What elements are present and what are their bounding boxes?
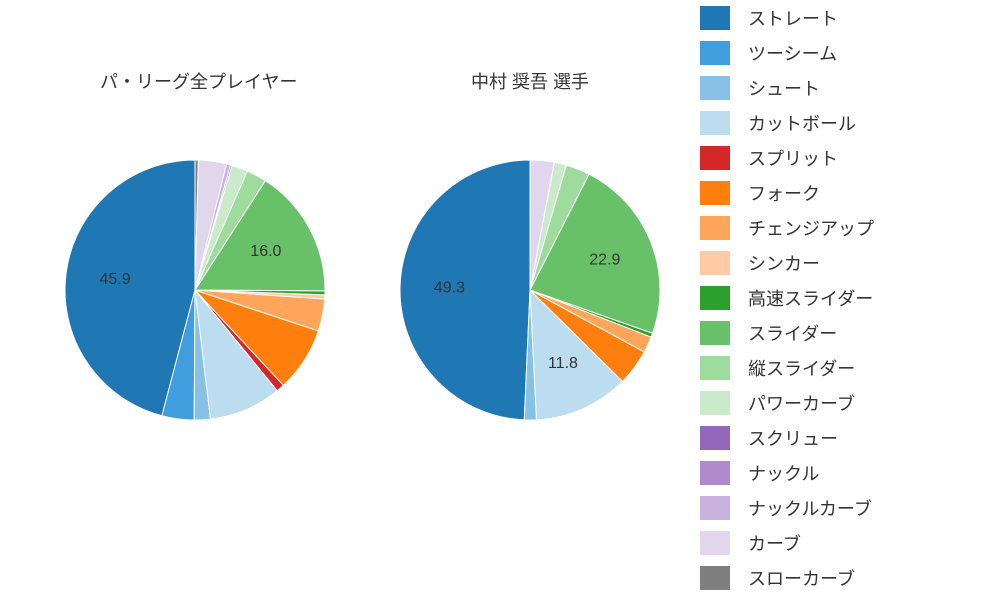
pie-slice-label: 45.9 bbox=[99, 271, 130, 288]
legend: ストレートツーシームシュートカットボールスプリットフォークチェンジアップシンカー… bbox=[700, 0, 990, 600]
legend-swatch bbox=[700, 356, 730, 380]
legend-swatch bbox=[700, 6, 730, 30]
legend-label: スクリュー bbox=[748, 425, 838, 451]
legend-label: パワーカーブ bbox=[748, 390, 855, 416]
legend-label: カーブ bbox=[748, 530, 801, 556]
legend-label: ツーシーム bbox=[748, 40, 837, 66]
legend-swatch bbox=[700, 181, 730, 205]
legend-label: ナックル bbox=[748, 460, 819, 486]
legend-item: ナックル bbox=[700, 455, 990, 490]
legend-swatch bbox=[700, 391, 730, 415]
legend-item: チェンジアップ bbox=[700, 210, 990, 245]
pie-slice bbox=[400, 160, 530, 420]
legend-label: スライダー bbox=[748, 320, 837, 346]
legend-label: ナックルカーブ bbox=[748, 495, 872, 521]
legend-label: シュート bbox=[748, 75, 820, 101]
legend-item: ストレート bbox=[700, 0, 990, 35]
pie-slice-label: 49.3 bbox=[434, 279, 465, 296]
legend-label: チェンジアップ bbox=[748, 215, 874, 241]
legend-label: 高速スライダー bbox=[748, 285, 873, 311]
legend-swatch bbox=[700, 146, 730, 170]
legend-label: フォーク bbox=[748, 180, 820, 206]
legend-label: カットボール bbox=[748, 110, 856, 136]
legend-item: フォーク bbox=[700, 175, 990, 210]
legend-label: ストレート bbox=[748, 5, 838, 31]
pie-slice-label: 11.8 bbox=[548, 355, 578, 372]
legend-label: 縦スライダー bbox=[748, 355, 855, 381]
legend-item: パワーカーブ bbox=[700, 385, 990, 420]
legend-item: カーブ bbox=[700, 525, 990, 560]
legend-swatch bbox=[700, 286, 730, 310]
legend-label: スプリット bbox=[748, 145, 838, 171]
legend-item: シンカー bbox=[700, 245, 990, 280]
legend-swatch bbox=[700, 76, 730, 100]
legend-item: シュート bbox=[700, 70, 990, 105]
legend-swatch bbox=[700, 566, 730, 590]
legend-item: カットボール bbox=[700, 105, 990, 140]
legend-swatch bbox=[700, 216, 730, 240]
legend-item: 高速スライダー bbox=[700, 280, 990, 315]
legend-item: スライダー bbox=[700, 315, 990, 350]
legend-swatch bbox=[700, 496, 730, 520]
legend-item: 縦スライダー bbox=[700, 350, 990, 385]
legend-swatch bbox=[700, 41, 730, 65]
legend-swatch bbox=[700, 111, 730, 135]
legend-label: スローカーブ bbox=[748, 565, 855, 591]
legend-item: スクリュー bbox=[700, 420, 990, 455]
legend-swatch bbox=[700, 321, 730, 345]
legend-swatch bbox=[700, 426, 730, 450]
legend-item: ツーシーム bbox=[700, 35, 990, 70]
legend-item: スプリット bbox=[700, 140, 990, 175]
legend-swatch bbox=[700, 251, 730, 275]
legend-swatch bbox=[700, 461, 730, 485]
pie-slice-label: 16.0 bbox=[250, 243, 281, 260]
pie-slice-label: 22.9 bbox=[589, 251, 620, 268]
legend-item: ナックルカーブ bbox=[700, 490, 990, 525]
legend-label: シンカー bbox=[748, 250, 820, 276]
legend-item: スローカーブ bbox=[700, 560, 990, 595]
legend-swatch bbox=[700, 531, 730, 555]
